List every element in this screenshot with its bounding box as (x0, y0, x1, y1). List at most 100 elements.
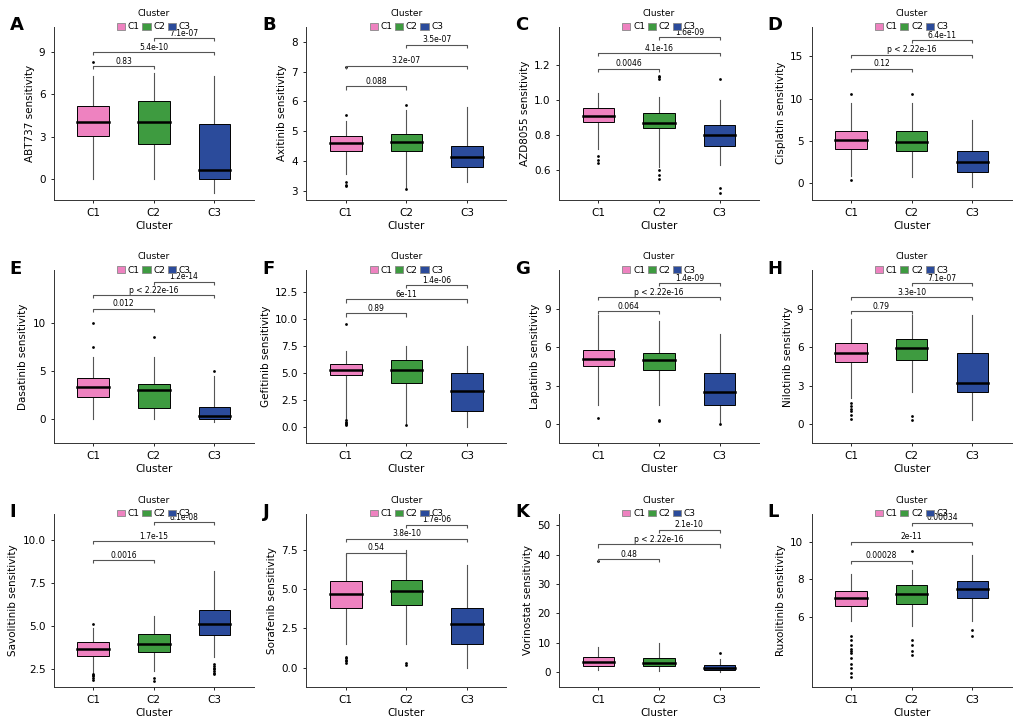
Text: 0.79: 0.79 (872, 302, 889, 311)
Text: C: C (515, 17, 528, 34)
Point (590, 154, 606, 166)
Bar (703, 125, 735, 146)
Point (85, 670, 101, 682)
Point (337, 419, 354, 431)
X-axis label: Cluster: Cluster (893, 708, 929, 718)
Text: p < 2.22e-16: p < 2.22e-16 (634, 287, 683, 297)
Bar (199, 407, 230, 419)
Point (903, 649, 919, 661)
X-axis label: Cluster: Cluster (387, 221, 425, 231)
Bar (956, 151, 987, 172)
Legend: C1, C2, C3: C1, C2, C3 (620, 250, 697, 277)
Point (842, 634, 858, 645)
Bar (450, 373, 482, 411)
Point (85, 672, 101, 684)
Point (650, 415, 666, 426)
Y-axis label: Vorinostat sensitivity: Vorinostat sensitivity (523, 545, 533, 655)
Point (842, 89, 858, 100)
Y-axis label: ABT737 sensitivity: ABT737 sensitivity (24, 65, 35, 162)
Point (337, 176, 354, 188)
Legend: C1, C2, C3: C1, C2, C3 (620, 7, 697, 33)
Bar (138, 634, 169, 652)
Text: 0.012: 0.012 (112, 299, 135, 308)
Text: D: D (767, 17, 782, 34)
Text: 7.1e-07: 7.1e-07 (926, 274, 956, 282)
X-axis label: Cluster: Cluster (640, 708, 677, 718)
Point (650, 73, 666, 85)
Bar (835, 131, 866, 149)
Point (337, 417, 354, 428)
Point (590, 555, 606, 566)
Bar (582, 657, 613, 666)
Text: p < 2.22e-16: p < 2.22e-16 (129, 286, 178, 295)
Text: 3.5e-07: 3.5e-07 (422, 35, 451, 44)
Bar (77, 642, 109, 656)
Bar (138, 102, 169, 144)
Text: 0.54: 0.54 (367, 543, 384, 552)
Point (85, 674, 101, 685)
Legend: C1, C2, C3: C1, C2, C3 (115, 494, 193, 520)
Point (711, 73, 728, 85)
Text: 0.12: 0.12 (872, 60, 889, 68)
X-axis label: Cluster: Cluster (640, 221, 677, 231)
Point (650, 169, 666, 181)
Y-axis label: AZD8055 sensitivity: AZD8055 sensitivity (520, 60, 530, 166)
Point (903, 410, 919, 422)
Point (842, 413, 858, 425)
Bar (582, 350, 613, 367)
Point (397, 658, 414, 670)
Point (650, 70, 666, 81)
Point (650, 415, 666, 427)
Text: 4.1e-16: 4.1e-16 (644, 44, 673, 52)
Text: 2e-11: 2e-11 (900, 532, 921, 542)
Point (842, 409, 858, 421)
Point (397, 99, 414, 111)
Y-axis label: Sorafenib sensitivity: Sorafenib sensitivity (267, 547, 277, 653)
Text: 0.48: 0.48 (620, 550, 637, 558)
Point (337, 179, 354, 191)
Y-axis label: Gefitinib sensitivity: Gefitinib sensitivity (261, 306, 270, 407)
Bar (450, 608, 482, 644)
Text: 2.1e-10: 2.1e-10 (675, 521, 703, 529)
Point (842, 640, 858, 651)
Bar (835, 591, 866, 605)
Point (903, 645, 919, 656)
Point (337, 61, 354, 73)
Bar (643, 354, 675, 370)
X-axis label: Cluster: Cluster (893, 465, 929, 474)
Point (206, 669, 222, 680)
Point (842, 668, 858, 680)
Text: E: E (10, 260, 22, 278)
Y-axis label: Ruxolitinib sensitivity: Ruxolitinib sensitivity (775, 544, 786, 656)
Point (711, 182, 728, 193)
Point (85, 669, 101, 681)
Point (85, 669, 101, 680)
Legend: C1, C2, C3: C1, C2, C3 (872, 494, 950, 520)
Point (337, 109, 354, 121)
Point (206, 665, 222, 677)
Text: K: K (515, 503, 529, 521)
Point (337, 656, 354, 667)
Point (842, 643, 858, 655)
Point (903, 634, 919, 645)
Text: 0.89: 0.89 (367, 304, 384, 313)
Legend: C1, C2, C3: C1, C2, C3 (872, 7, 950, 33)
Point (842, 653, 858, 664)
X-axis label: Cluster: Cluster (893, 221, 929, 231)
X-axis label: Cluster: Cluster (387, 465, 425, 474)
X-axis label: Cluster: Cluster (135, 708, 172, 718)
Point (842, 662, 858, 674)
Point (337, 416, 354, 428)
Point (842, 647, 858, 658)
Text: 5.4e-10: 5.4e-10 (140, 43, 168, 52)
Text: 1.2e-14: 1.2e-14 (169, 272, 199, 281)
Point (397, 419, 414, 431)
Point (711, 647, 728, 658)
X-axis label: Cluster: Cluster (387, 708, 425, 718)
Point (963, 630, 979, 642)
Point (85, 317, 101, 329)
Text: 0.83: 0.83 (115, 57, 131, 65)
Y-axis label: Savolitinib sensitivity: Savolitinib sensitivity (8, 544, 18, 656)
Bar (390, 134, 422, 150)
Point (842, 174, 858, 186)
